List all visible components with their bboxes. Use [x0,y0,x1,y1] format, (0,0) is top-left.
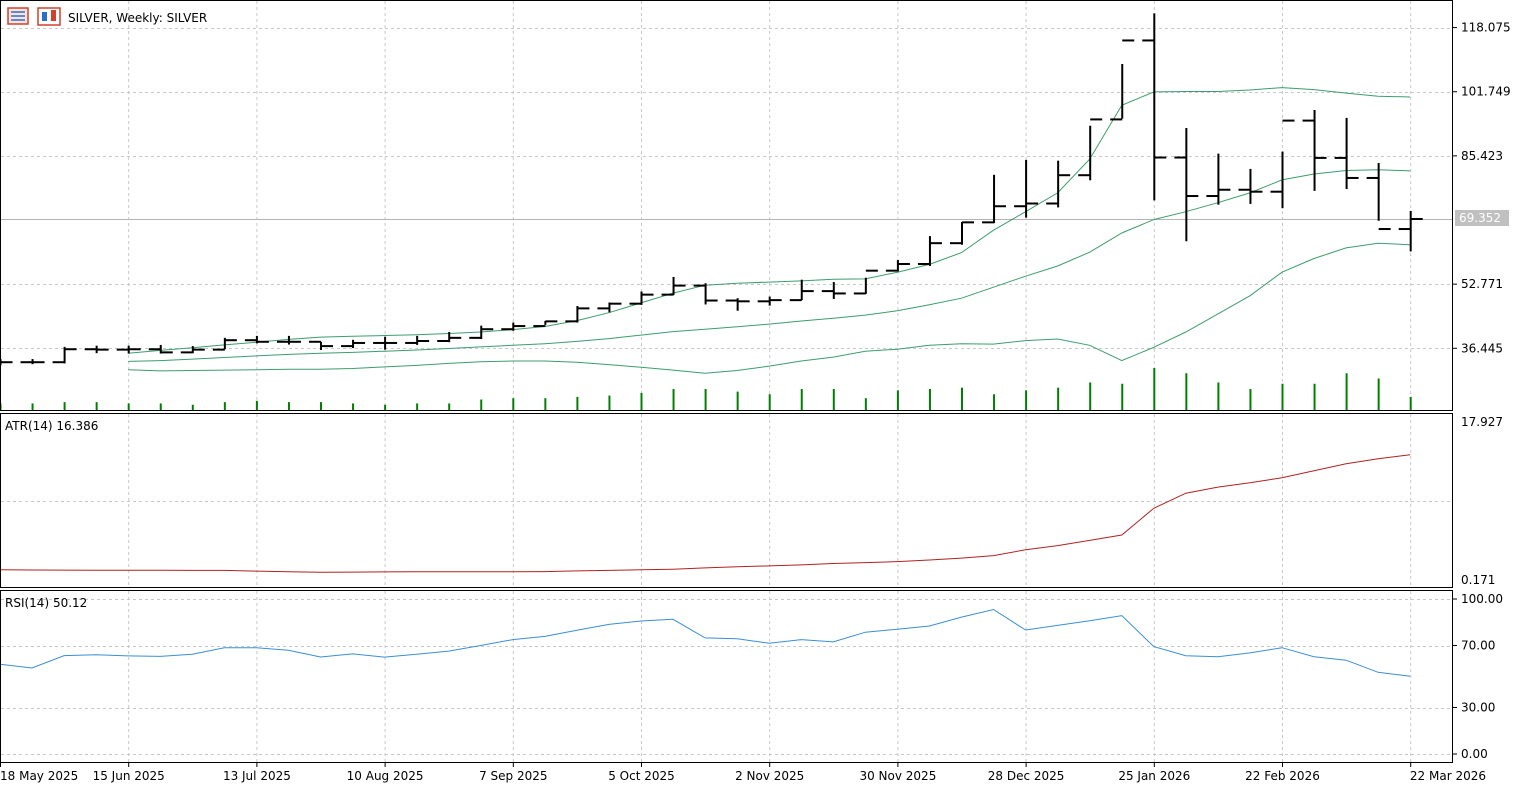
rsi-tick-label: 30.00 [1461,701,1495,715]
last-price-badge [1455,210,1509,226]
rsi-tick-label: 0.00 [1461,747,1488,761]
volume-bars [0,368,1412,410]
time-tick-label: 13 Jul 2025 [223,769,291,783]
time-tick-label: 22 Feb 2026 [1245,769,1320,783]
atr-tick-label: 0.171 [1461,573,1495,587]
menu-icon[interactable] [7,7,29,25]
ohlc-bar[interactable] [629,291,654,305]
chart-title: SILVER, Weekly: SILVER [68,11,207,25]
ohlc-bar[interactable] [1398,210,1423,252]
atr-line [0,454,1411,573]
rsi-line [0,608,1411,677]
ohlc-bar[interactable] [565,306,590,323]
ohlc-bar[interactable] [1142,13,1167,201]
time-tick-label: 28 Dec 2025 [988,769,1065,783]
atr-series-line [0,454,1411,573]
ohlc-bar[interactable] [148,344,173,354]
ohlc-bar[interactable] [533,320,558,328]
chart-type-icon[interactable] [37,7,61,26]
bollinger-lower-line [128,242,1411,374]
ohlc-bar[interactable] [244,335,269,344]
rsi-gridlines [1,599,1452,755]
ohlc-bar[interactable] [1238,168,1263,204]
ohlc-bar[interactable] [501,322,526,331]
rsi-panel-frame [0,590,1453,763]
ohlc-bar[interactable] [789,279,814,302]
bollinger-upper-line [128,87,1411,354]
time-tick-label: 25 Jan 2026 [1118,769,1190,783]
time-tick-label: 2 Nov 2025 [735,769,804,783]
time-tick-label: 30 Nov 2025 [859,769,936,783]
price-tick-label: 85.423 [1461,149,1503,163]
ohlc-bar[interactable] [1270,119,1295,209]
ohlc-bar[interactable] [180,346,205,354]
time-axis: 18 May 2025 15 Jun 2025 13 Jul 2025 10 Aug … [0,763,1486,783]
ohlc-bar[interactable] [116,345,141,354]
time-tick-label: 7 Sep 2025 [479,769,547,783]
atr-label: ATR(14) 16.386 [5,419,98,433]
rsi-axis: 100.00 70.00 30.00 0.00 [1452,592,1503,761]
ohlc-bar[interactable] [52,346,77,364]
atr-panel-frame [0,413,1453,588]
bollinger-middle-line [128,169,1411,362]
ohlc-bar[interactable] [982,174,1007,224]
ohlc-bar[interactable] [917,236,942,266]
ohlc-bar[interactable] [693,283,718,305]
ohlc-bar[interactable] [276,335,301,345]
ohlc-bar[interactable] [1366,163,1391,231]
bollinger-bands [128,87,1411,374]
ohlc-bar[interactable] [469,325,494,340]
rsi-label: RSI(14) 50.12 [5,596,87,610]
ohlc-bar[interactable] [1174,128,1199,242]
price-tick-label: 52.771 [1461,277,1503,291]
time-tick-label: 15 Jun 2025 [93,769,165,783]
ohlc-bar[interactable] [950,221,974,245]
ohlc-bar[interactable] [341,339,366,349]
time-tick-label: 18 May 2025 [0,769,78,783]
rsi-tick-label: 70.00 [1461,639,1495,653]
ohlc-bar[interactable] [821,282,846,299]
price-tick-label: 36.445 [1461,341,1503,355]
ohlc-bar[interactable] [1014,159,1039,218]
rsi-tick-label: 100.00 [1461,592,1503,606]
ohlc-bar[interactable] [853,269,878,295]
ohlc-bar[interactable] [597,302,622,313]
ohlc-bar[interactable] [1206,153,1231,205]
ohlc-bar[interactable] [1078,118,1103,181]
ohlc-bar[interactable] [405,335,430,345]
ohlc-bar[interactable] [1110,39,1135,121]
ohlc-bars[interactable] [0,13,1423,366]
rsi-series-line [0,608,1411,677]
price-axis: 118.075 101.749 85.423 52.771 36.445 [1452,21,1511,355]
atr-tick-label: 17.927 [1461,415,1503,429]
ohlc-bar[interactable] [373,336,398,350]
atr-axis: 17.927 0.171 [1461,415,1503,587]
ohlc-bar[interactable] [212,337,237,351]
ohlc-bar[interactable] [725,298,750,311]
time-tick-label: 10 Aug 2025 [347,769,424,783]
ohlc-bar[interactable] [1334,117,1359,189]
price-panel-frame [0,0,1453,411]
ohlc-bar[interactable] [309,340,333,351]
ohlc-bar[interactable] [661,276,686,296]
ohlc-bar[interactable] [84,345,109,354]
ohlc-bar[interactable] [1302,109,1327,191]
ohlc-bar[interactable] [885,260,910,272]
last-price-label: 69.352 [1459,211,1501,225]
time-tick-label: 22 Mar 2026 [1410,769,1486,783]
time-tick-label: 5 Oct 2025 [608,769,675,783]
price-tick-label: 101.749 [1461,85,1511,99]
ohlc-bar[interactable] [757,296,782,306]
price-tick-label: 118.075 [1461,21,1511,35]
ohlc-bar[interactable] [437,331,462,343]
ohlc-bar[interactable] [20,359,45,365]
ohlc-bar[interactable] [1046,160,1071,208]
